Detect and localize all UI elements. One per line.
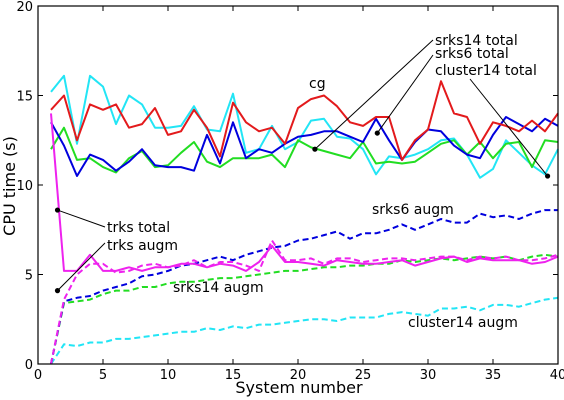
annotation-cluster14-augm: cluster14 augm — [408, 315, 518, 331]
callout-dot-trks-total — [54, 207, 61, 213]
callout-dot-cluster14-total — [545, 173, 551, 179]
annotation-srks14-augm: srks14 augm — [173, 280, 264, 296]
series-layer — [50, 74, 559, 365]
callout-dot-srks6-total — [374, 130, 380, 136]
series-line-srks14-total — [50, 126, 559, 174]
x-tick-label: 10 — [160, 368, 177, 383]
tick-layer: 0 5 10 15 20 25 30 35 40 0 5 10 15 20 — [16, 0, 564, 383]
annotation-srks6-augm: srks6 augm — [372, 202, 454, 218]
series-line-srks14-augm — [50, 253, 559, 365]
series-line-trks-total — [50, 113, 559, 272]
callout-dot-trks-augm — [54, 288, 61, 294]
annotation-srks6-total: srks6 total — [435, 46, 509, 62]
callout-dot-srks14-total — [312, 146, 318, 152]
series-line-cg — [50, 80, 559, 161]
annotation-cluster14-total: cluster14 total — [435, 63, 537, 79]
y-tick-label: 5 — [25, 269, 33, 284]
y-tick-label: 0 — [25, 358, 33, 373]
series-line-srks6-augm — [50, 209, 558, 365]
callout-line-srks14-total — [314, 39, 434, 150]
x-tick-label: 35 — [485, 368, 502, 383]
series-line-cluster14-total — [50, 74, 559, 179]
callout-layer — [54, 39, 551, 294]
callout-line-srks6-total — [376, 54, 434, 134]
callout-line-trks-augm — [57, 242, 106, 291]
y-axis-label: CPU time (s) — [0, 136, 19, 236]
y-tick-label: 15 — [16, 90, 33, 105]
x-tick-label: 25 — [355, 368, 372, 383]
callout-line-trks-total — [57, 209, 106, 228]
y-tick-label: 20 — [16, 0, 33, 15]
x-tick-label: 40 — [550, 368, 564, 383]
x-tick-label: 30 — [420, 368, 437, 383]
callout-line-cluster14-total — [469, 78, 548, 177]
x-tick-label: 0 — [34, 368, 42, 383]
x-tick-label: 5 — [99, 368, 107, 383]
annotation-srks14-total: srks14 total — [435, 33, 518, 49]
x-tick-label: 20 — [290, 368, 307, 383]
annotation-trks-total: trks total — [107, 220, 170, 236]
series-line-srks6-total — [50, 116, 559, 177]
x-axis-label: System number — [235, 378, 363, 397]
x-tick-label: 15 — [225, 368, 242, 383]
annotation-cg: cg — [309, 76, 326, 92]
series-line-cluster14-augm — [50, 296, 559, 365]
y-tick-label: 10 — [16, 179, 33, 194]
annotation-trks-augm: trks augm — [107, 238, 178, 254]
series-line-trks-augm — [50, 239, 559, 365]
